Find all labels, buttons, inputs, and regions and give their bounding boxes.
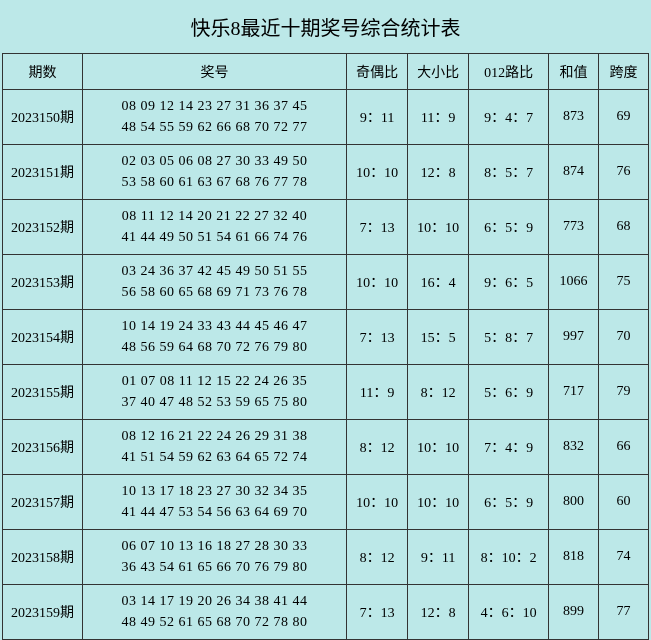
- table-row: 2023157期10 13 17 18 23 27 30 32 34 3541 …: [3, 475, 649, 530]
- header-bigsmall: 大小比: [408, 54, 469, 90]
- table-row: 2023153期03 24 36 37 42 45 49 50 51 5556 …: [3, 255, 649, 310]
- cell-oddeven: 11：9: [347, 365, 408, 420]
- cell-span: 66: [599, 420, 649, 475]
- cell-bigsmall: 10：10: [408, 420, 469, 475]
- cell-route: 5：6：9: [469, 365, 549, 420]
- page-title: 快乐8最近十期奖号综合统计表: [2, 2, 649, 53]
- cell-route: 4：6：10: [469, 585, 549, 640]
- cell-oddeven: 7：13: [347, 200, 408, 255]
- cell-numbers: 02 03 05 06 08 27 30 33 49 5053 58 60 61…: [82, 145, 346, 200]
- header-row: 期数 奖号 奇偶比 大小比 012路比 和值 跨度: [3, 54, 649, 90]
- cell-oddeven: 10：10: [347, 255, 408, 310]
- header-period: 期数: [3, 54, 83, 90]
- cell-bigsmall: 11：9: [408, 90, 469, 145]
- cell-span: 60: [599, 475, 649, 530]
- cell-sum: 800: [549, 475, 599, 530]
- cell-period: 2023150期: [3, 90, 83, 145]
- table-row: 2023154期10 14 19 24 33 43 44 45 46 4748 …: [3, 310, 649, 365]
- cell-numbers: 10 14 19 24 33 43 44 45 46 4748 56 59 64…: [82, 310, 346, 365]
- cell-route: 6：5：9: [469, 475, 549, 530]
- cell-oddeven: 10：10: [347, 475, 408, 530]
- cell-sum: 874: [549, 145, 599, 200]
- cell-route: 9：4：7: [469, 90, 549, 145]
- header-numbers: 奖号: [82, 54, 346, 90]
- cell-span: 69: [599, 90, 649, 145]
- cell-oddeven: 8：12: [347, 420, 408, 475]
- table-container: 快乐8最近十期奖号综合统计表 期数 奖号 奇偶比 大小比 012路比 和值 跨度…: [2, 2, 649, 533]
- cell-numbers: 03 14 17 19 20 26 34 38 41 4448 49 52 61…: [82, 585, 346, 640]
- cell-span: 74: [599, 530, 649, 585]
- cell-sum: 773: [549, 200, 599, 255]
- header-span: 跨度: [599, 54, 649, 90]
- cell-route: 5：8：7: [469, 310, 549, 365]
- cell-oddeven: 9：11: [347, 90, 408, 145]
- cell-numbers: 08 09 12 14 23 27 31 36 37 4548 54 55 59…: [82, 90, 346, 145]
- cell-bigsmall: 8：12: [408, 365, 469, 420]
- header-sum: 和值: [549, 54, 599, 90]
- table-row: 2023156期08 12 16 21 22 24 26 29 31 3841 …: [3, 420, 649, 475]
- cell-route: 8：5：7: [469, 145, 549, 200]
- cell-span: 77: [599, 585, 649, 640]
- cell-bigsmall: 12：8: [408, 145, 469, 200]
- table-row: 2023151期02 03 05 06 08 27 30 33 49 5053 …: [3, 145, 649, 200]
- cell-period: 2023158期: [3, 530, 83, 585]
- cell-span: 76: [599, 145, 649, 200]
- cell-sum: 899: [549, 585, 599, 640]
- cell-numbers: 01 07 08 11 12 15 22 24 26 3537 40 47 48…: [82, 365, 346, 420]
- cell-period: 2023152期: [3, 200, 83, 255]
- cell-period: 2023151期: [3, 145, 83, 200]
- cell-sum: 832: [549, 420, 599, 475]
- cell-numbers: 08 12 16 21 22 24 26 29 31 3841 51 54 59…: [82, 420, 346, 475]
- cell-route: 8：10：2: [469, 530, 549, 585]
- cell-sum: 818: [549, 530, 599, 585]
- cell-sum: 717: [549, 365, 599, 420]
- cell-bigsmall: 10：10: [408, 200, 469, 255]
- cell-oddeven: 8：12: [347, 530, 408, 585]
- table-row: 2023158期06 07 10 13 16 18 27 28 30 3336 …: [3, 530, 649, 585]
- cell-route: 6：5：9: [469, 200, 549, 255]
- cell-span: 68: [599, 200, 649, 255]
- cell-oddeven: 10：10: [347, 145, 408, 200]
- header-oddeven: 奇偶比: [347, 54, 408, 90]
- cell-bigsmall: 12：8: [408, 585, 469, 640]
- cell-bigsmall: 9：11: [408, 530, 469, 585]
- cell-sum: 1066: [549, 255, 599, 310]
- cell-span: 75: [599, 255, 649, 310]
- cell-oddeven: 7：13: [347, 585, 408, 640]
- cell-period: 2023157期: [3, 475, 83, 530]
- cell-period: 2023159期: [3, 585, 83, 640]
- cell-span: 70: [599, 310, 649, 365]
- cell-sum: 873: [549, 90, 599, 145]
- cell-oddeven: 7：13: [347, 310, 408, 365]
- cell-numbers: 08 11 12 14 20 21 22 27 32 4041 44 49 50…: [82, 200, 346, 255]
- cell-numbers: 06 07 10 13 16 18 27 28 30 3336 43 54 61…: [82, 530, 346, 585]
- table-row: 2023159期03 14 17 19 20 26 34 38 41 4448 …: [3, 585, 649, 640]
- table-row: 2023152期08 11 12 14 20 21 22 27 32 4041 …: [3, 200, 649, 255]
- table-row: 2023150期08 09 12 14 23 27 31 36 37 4548 …: [3, 90, 649, 145]
- cell-period: 2023153期: [3, 255, 83, 310]
- header-route: 012路比: [469, 54, 549, 90]
- cell-route: 7：4：9: [469, 420, 549, 475]
- cell-sum: 997: [549, 310, 599, 365]
- cell-period: 2023156期: [3, 420, 83, 475]
- cell-numbers: 10 13 17 18 23 27 30 32 34 3541 44 47 53…: [82, 475, 346, 530]
- cell-bigsmall: 10：10: [408, 475, 469, 530]
- cell-bigsmall: 16：4: [408, 255, 469, 310]
- cell-period: 2023154期: [3, 310, 83, 365]
- cell-numbers: 03 24 36 37 42 45 49 50 51 5556 58 60 65…: [82, 255, 346, 310]
- table-row: 2023155期01 07 08 11 12 15 22 24 26 3537 …: [3, 365, 649, 420]
- cell-bigsmall: 15：5: [408, 310, 469, 365]
- cell-span: 79: [599, 365, 649, 420]
- stats-table: 期数 奖号 奇偶比 大小比 012路比 和值 跨度 2023150期08 09 …: [2, 53, 649, 640]
- cell-route: 9：6：5: [469, 255, 549, 310]
- cell-period: 2023155期: [3, 365, 83, 420]
